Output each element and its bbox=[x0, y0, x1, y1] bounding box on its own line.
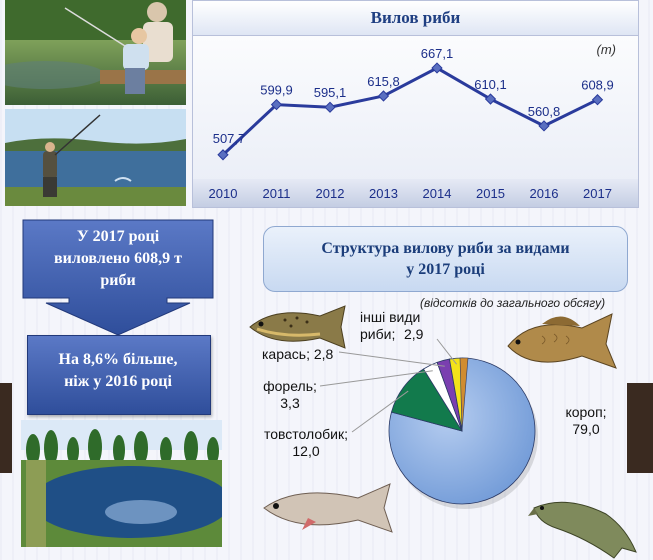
pie-label-carp: короп; 79,0 bbox=[560, 404, 612, 438]
line-data-label: 615,8 bbox=[367, 74, 400, 89]
line-chart-panel: Вилов риби (т) 507,7 2010 599,9 2011 595,1 20… bbox=[192, 0, 639, 208]
pie-chart-title: Структура вилову риби за видами у 2017 р… bbox=[263, 226, 628, 292]
pie-leader-line bbox=[319, 370, 433, 387]
pie-label-silver-carp-value: 12,0 bbox=[292, 443, 320, 459]
line-data-label: 560,8 bbox=[528, 104, 561, 119]
line-chart-title: Вилов риби bbox=[193, 1, 638, 36]
line-data-label: 667,1 bbox=[421, 46, 454, 61]
line-point bbox=[538, 120, 550, 132]
pie-label-trout-value: 3,3 bbox=[280, 395, 300, 411]
pie-leader-line bbox=[338, 351, 445, 367]
callout-top-line-1: У 2017 році bbox=[76, 228, 160, 245]
pie-label-trout: форель; 3,3 bbox=[262, 378, 318, 412]
line-data-label: 507,7 bbox=[213, 131, 246, 146]
x-tick-label: 2017 bbox=[583, 186, 612, 201]
callout-bottom-line-1: На 8,6% більше, bbox=[58, 351, 178, 368]
x-tick-label: 2012 bbox=[316, 186, 345, 201]
pike-image bbox=[528, 501, 637, 559]
line-point bbox=[324, 101, 336, 113]
callout-top-line-2: виловлено 608,9 т bbox=[53, 250, 183, 267]
pie-label-silver-carp-name: товстолобик; bbox=[263, 426, 349, 442]
pie-label-carp-name: короп; bbox=[565, 404, 607, 420]
line-series bbox=[221, 66, 599, 156]
pie-label-crucian-name: карась; bbox=[262, 346, 310, 362]
line-data-label: 599,9 bbox=[260, 83, 293, 98]
pie-title-line-1: Структура вилову риби за видами bbox=[321, 240, 570, 257]
photo-fish-pond bbox=[21, 420, 222, 547]
callout-bottom-box bbox=[27, 335, 211, 415]
line-point bbox=[431, 62, 443, 74]
callout-top-line-3: риби bbox=[100, 272, 136, 289]
trout-image bbox=[249, 305, 346, 349]
x-tick-label: 2011 bbox=[263, 186, 291, 201]
pie-label-other-value: 2,9 bbox=[404, 326, 424, 342]
line-point bbox=[484, 93, 497, 105]
pie-label-other: інші види риби; bbox=[360, 309, 430, 343]
line-data-label: 610,1 bbox=[474, 77, 507, 92]
callout-top-text: У 2017 році виловлено 608,9 т риби bbox=[23, 226, 213, 292]
x-tick-label: 2013 bbox=[369, 186, 398, 201]
pie-leader-line bbox=[351, 390, 409, 433]
line-point bbox=[217, 149, 229, 161]
pie-chart-subtitle: (відсотків до загального обсягу) bbox=[420, 296, 606, 310]
pie-label-carp-value: 79,0 bbox=[572, 421, 600, 437]
pie-slice-sliver bbox=[459, 357, 469, 432]
x-tick-label: 2015 bbox=[476, 186, 505, 201]
pie-label-crucian-value: 2,8 bbox=[313, 346, 334, 362]
x-tick-label: 2016 bbox=[530, 186, 559, 201]
pie-label-silver-carp: товстолобик; 12,0 bbox=[258, 426, 354, 460]
line-data-label: 608,9 bbox=[581, 78, 614, 93]
x-tick-label: 2010 bbox=[209, 186, 238, 201]
silver-carp-image bbox=[263, 483, 393, 533]
line-data-label: 595,1 bbox=[314, 85, 347, 100]
right-edge-tab bbox=[627, 383, 653, 473]
photo-fishing-family bbox=[5, 0, 186, 105]
pie-label-crucian: карась; 2,8 bbox=[262, 346, 333, 363]
pie-label-trout-name: форель; bbox=[263, 378, 317, 394]
pie-title-line-2: у 2017 році bbox=[406, 261, 485, 278]
left-edge-tab bbox=[0, 383, 12, 473]
carp-image bbox=[507, 313, 617, 369]
line-chart: 507,7 2010 599,9 2011 595,1 2012 615,8 2013 667,… bbox=[209, 46, 614, 201]
line-point bbox=[270, 98, 283, 111]
line-point bbox=[591, 94, 604, 106]
x-axis-band bbox=[193, 179, 638, 207]
callout-bottom-text: На 8,6% більше, ніж у 2016 році bbox=[27, 349, 209, 393]
pie-label-other-name: інші види риби; bbox=[360, 309, 421, 342]
line-point bbox=[377, 90, 390, 102]
callout-bottom-line-2: ніж у 2016 році bbox=[64, 373, 172, 390]
x-tick-label: 2014 bbox=[423, 186, 452, 201]
photo-fisherman-lake bbox=[5, 109, 186, 206]
line-chart-unit: (т) bbox=[596, 42, 617, 57]
pie-leader-line bbox=[436, 338, 457, 365]
